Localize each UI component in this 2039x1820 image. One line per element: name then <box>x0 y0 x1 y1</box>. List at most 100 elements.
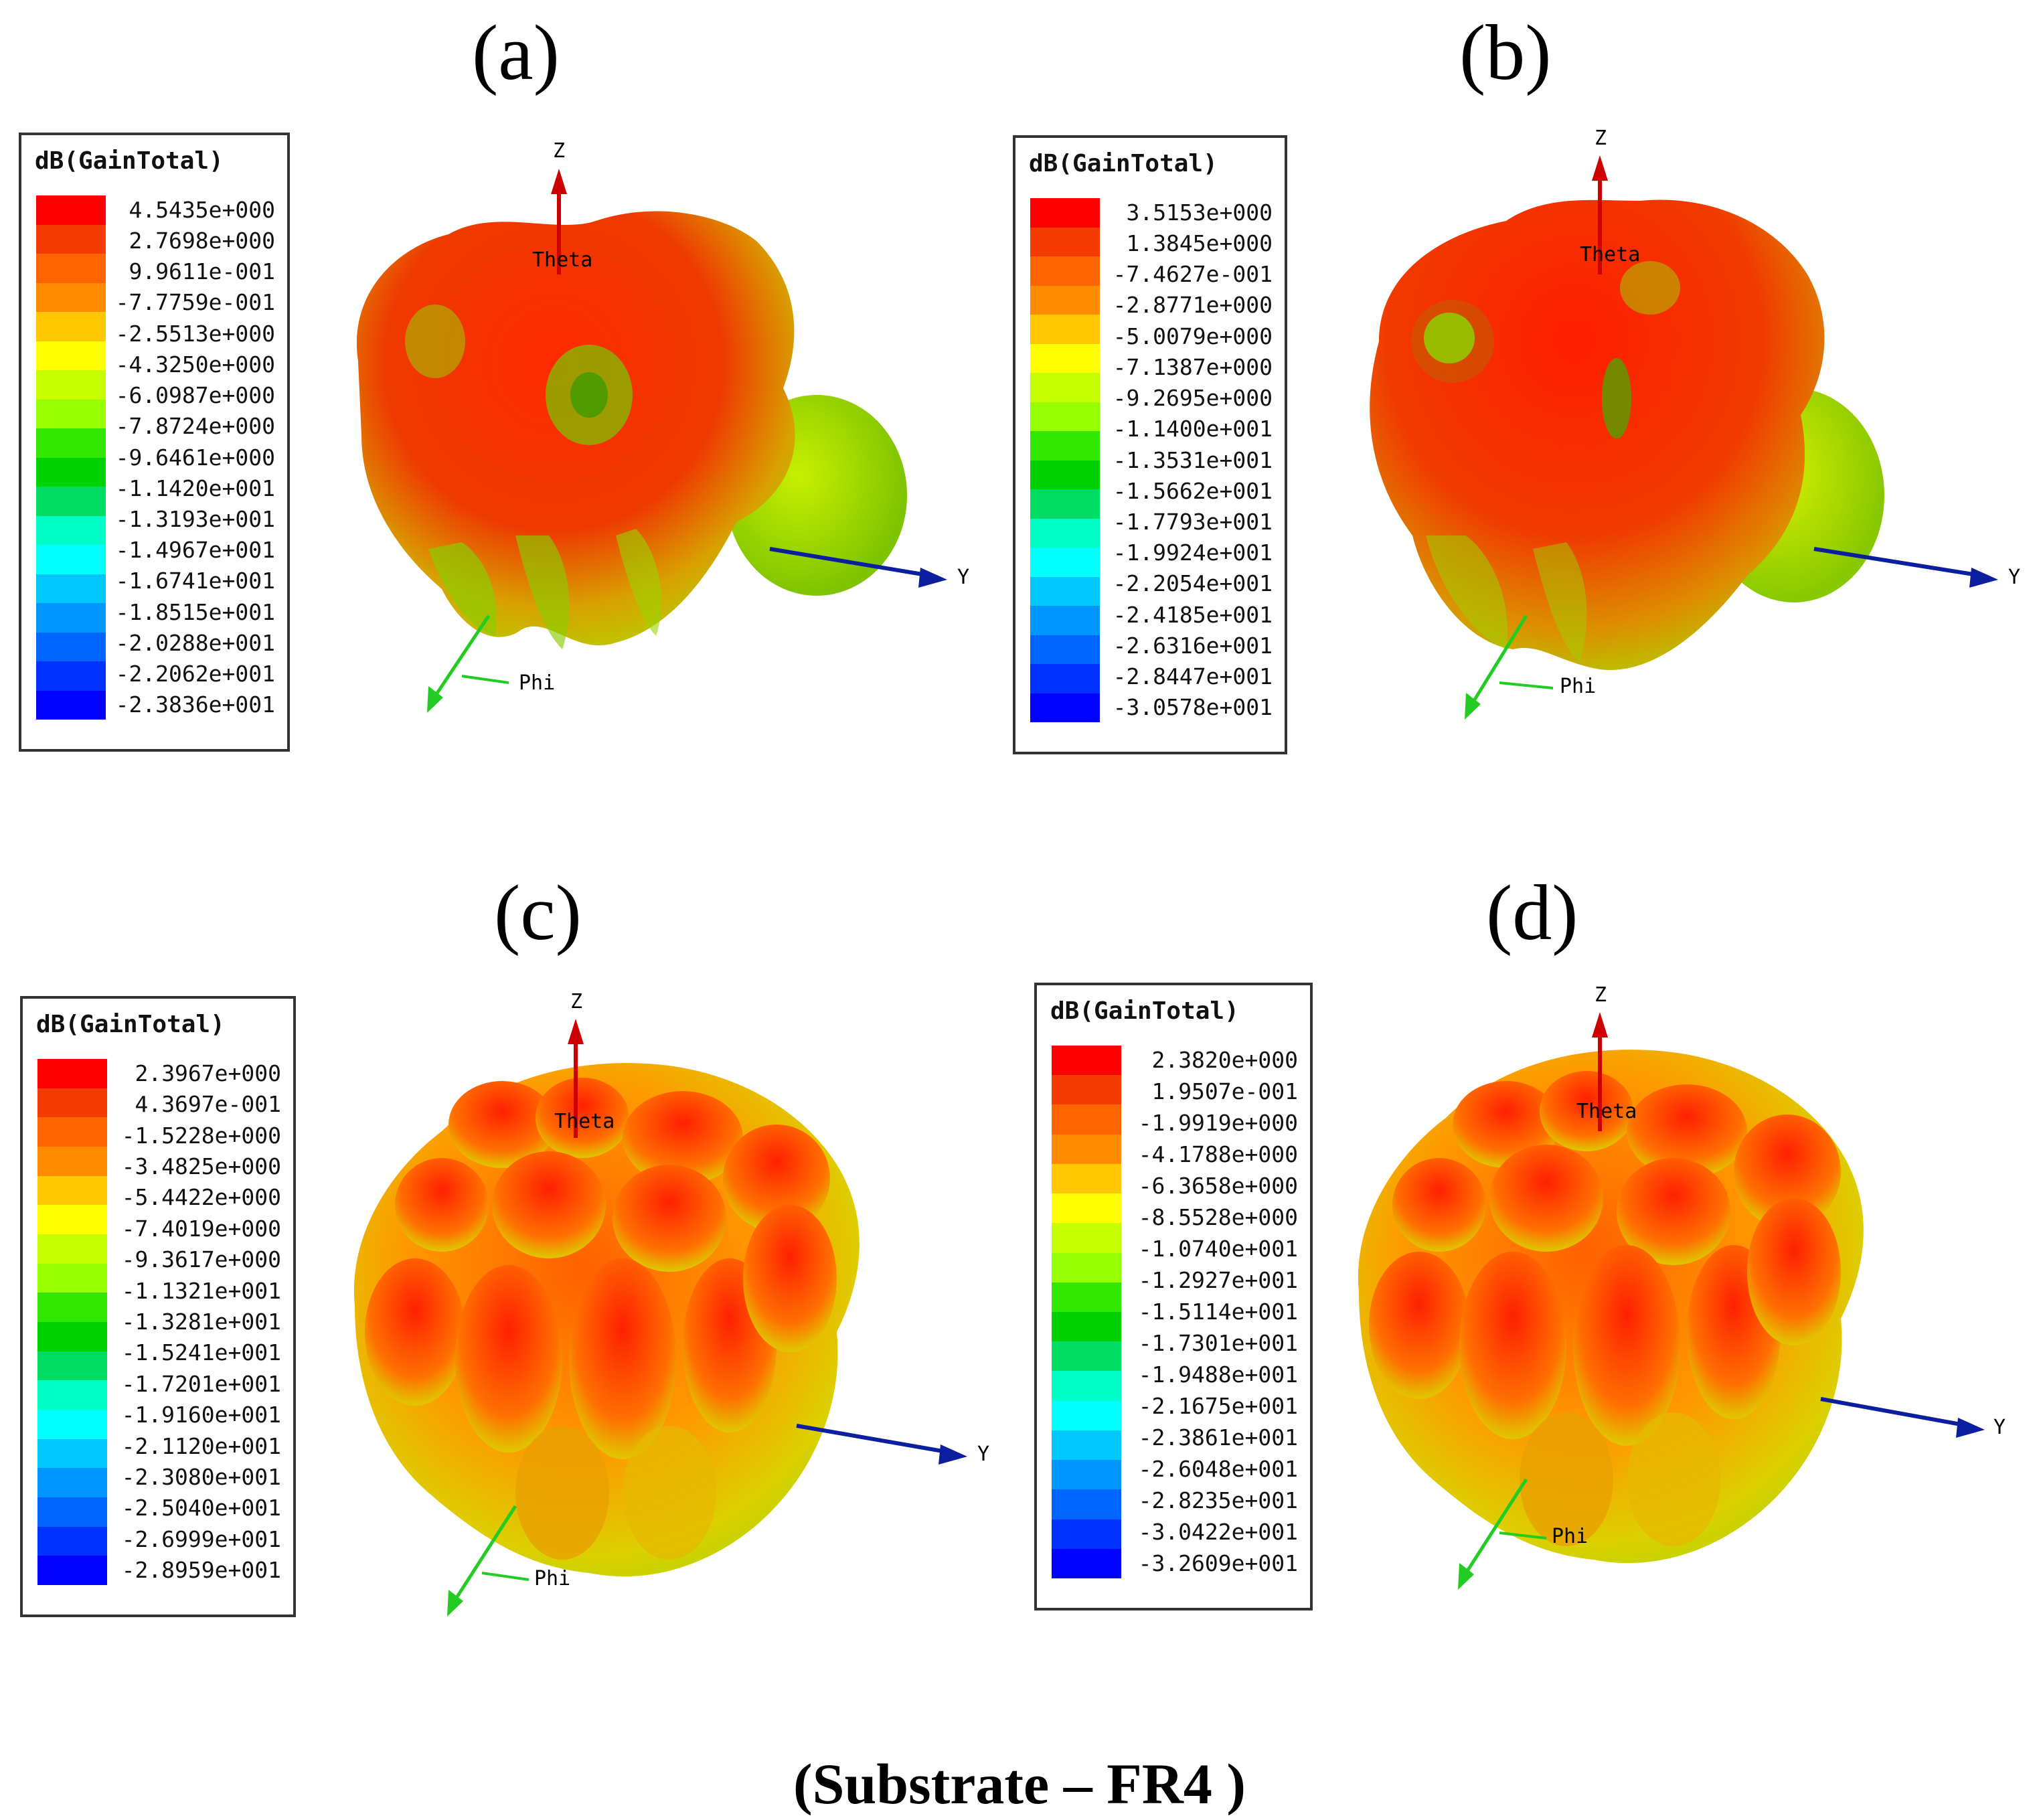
color-swatch <box>1030 518 1100 548</box>
color-swatch <box>36 254 106 283</box>
panel-label-a: (a) <box>472 9 560 96</box>
legend-value: -7.4627e-001 <box>1113 261 1273 288</box>
legend-value: -2.5040e+001 <box>121 1495 281 1521</box>
legend-value: -1.3281e+001 <box>121 1309 281 1335</box>
y-axis: Y <box>1813 547 2020 589</box>
color-swatch <box>37 1526 107 1556</box>
color-swatch <box>36 603 106 633</box>
legend-title: dB(GainTotal) <box>36 1011 225 1038</box>
legend-value: -2.1675e+001 <box>1138 1392 1298 1419</box>
legend-value: -3.0422e+001 <box>1138 1518 1298 1545</box>
color-swatch <box>1052 1282 1121 1312</box>
color-swatch <box>37 1205 107 1234</box>
legend-value: -1.1400e+001 <box>1113 416 1273 442</box>
legend-value: -2.8235e+001 <box>1138 1487 1298 1513</box>
color-swatch <box>1030 343 1100 373</box>
legend-c: dB(GainTotal) 2.3967e+000 4.3697e-001 -1.52… <box>20 996 296 1617</box>
legend-value: -1.7301e+001 <box>1138 1329 1298 1356</box>
z-axis-label: Z <box>570 990 582 1013</box>
legend-value: 2.3967e+000 <box>135 1060 281 1086</box>
legend-value: -1.5228e+000 <box>121 1122 281 1149</box>
legend-value: -2.8447e+001 <box>1113 663 1273 690</box>
legend-value: -1.8515e+001 <box>115 598 275 625</box>
legend-value: -1.3193e+001 <box>115 505 275 532</box>
color-swatch <box>36 690 106 720</box>
color-swatch <box>1030 227 1100 256</box>
legend-value: 3.5153e+000 <box>1126 199 1273 226</box>
panel-label-d: (d) <box>1486 869 1578 957</box>
pattern-body <box>356 211 907 649</box>
color-swatch <box>1030 431 1100 461</box>
pattern-body <box>1370 199 1884 670</box>
legend-value: 4.5435e+000 <box>129 196 275 223</box>
legend-value: -1.5114e+001 <box>1138 1299 1298 1325</box>
z-axis: Z <box>568 990 584 1138</box>
color-swatch <box>36 282 106 312</box>
legend-value: -1.4967e+001 <box>115 537 275 564</box>
panel-label-c: (c) <box>494 869 582 957</box>
legend-value: -7.7759e-001 <box>115 289 275 316</box>
legend-value: 9.9611e-001 <box>129 258 275 285</box>
color-swatch <box>1052 1311 1121 1342</box>
color-swatch <box>1052 1193 1121 1224</box>
color-scale <box>1030 198 1100 722</box>
color-swatch <box>36 312 106 341</box>
phi-label: Phi <box>534 1567 570 1590</box>
legend-value: -9.6461e+000 <box>115 444 275 471</box>
color-swatch <box>37 1497 107 1527</box>
color-swatch <box>37 1117 107 1147</box>
legend-value: -3.0578e+001 <box>1113 694 1273 721</box>
theta-label: Theta <box>532 248 592 272</box>
legend-value: -9.2695e+000 <box>1113 385 1273 412</box>
phi-label: Phi <box>1552 1525 1588 1548</box>
legend-value: -2.1120e+001 <box>121 1432 281 1459</box>
color-swatch <box>36 574 106 603</box>
legend-value: -1.2927e+001 <box>1138 1267 1298 1293</box>
color-swatch <box>36 632 106 661</box>
color-swatch <box>1052 1104 1121 1135</box>
color-swatch <box>37 1351 107 1381</box>
color-swatch <box>1030 460 1100 489</box>
legend-value: -2.3836e+001 <box>115 691 275 718</box>
color-swatch <box>1052 1134 1121 1164</box>
color-swatch <box>37 1263 107 1293</box>
pattern-body <box>353 1063 860 1577</box>
x-axis: Phi <box>447 1505 570 1617</box>
color-swatch <box>1052 1046 1121 1076</box>
radiation-pattern-c: Z Theta Y Phi <box>353 990 989 1617</box>
color-swatch <box>1030 606 1100 635</box>
color-swatch <box>1052 1252 1121 1283</box>
color-swatch <box>37 1409 107 1439</box>
z-axis: Z <box>1592 127 1608 274</box>
legend-value: -2.6048e+001 <box>1138 1455 1298 1482</box>
color-swatch <box>1052 1163 1121 1194</box>
phi-label: Phi <box>1560 675 1596 698</box>
phi-label: Phi <box>519 671 555 695</box>
color-swatch <box>36 399 106 428</box>
color-swatch <box>1030 635 1100 664</box>
legend-value: -2.2054e+001 <box>1113 570 1273 597</box>
y-axis: Y <box>796 1424 989 1466</box>
color-swatch <box>1030 489 1100 519</box>
color-scale <box>1052 1046 1121 1578</box>
x-axis: Phi <box>1465 614 1596 720</box>
color-swatch <box>37 1175 107 1206</box>
legend-value: -1.3531e+001 <box>1113 446 1273 473</box>
color-swatch <box>37 1380 107 1410</box>
legend-value: -1.9160e+001 <box>121 1402 281 1428</box>
color-swatch <box>1052 1223 1121 1253</box>
legend-value: -2.0288e+001 <box>115 629 275 656</box>
legend-value: -1.9488e+001 <box>1138 1361 1298 1388</box>
color-swatch <box>37 1321 107 1351</box>
color-swatch <box>37 1293 107 1322</box>
color-swatch <box>37 1468 107 1497</box>
theta-label: Theta <box>1576 1100 1637 1123</box>
color-swatch <box>1052 1519 1121 1549</box>
legend-value: -1.7793e+001 <box>1113 508 1273 535</box>
color-swatch <box>1030 402 1100 431</box>
legend-title: dB(GainTotal) <box>35 147 224 175</box>
radiation-pattern-a: Z Theta Y Phi <box>356 139 969 713</box>
radiation-pattern-b: Z Theta Y Phi <box>1370 127 2020 720</box>
color-swatch <box>36 428 106 458</box>
color-swatch <box>1052 1400 1121 1430</box>
